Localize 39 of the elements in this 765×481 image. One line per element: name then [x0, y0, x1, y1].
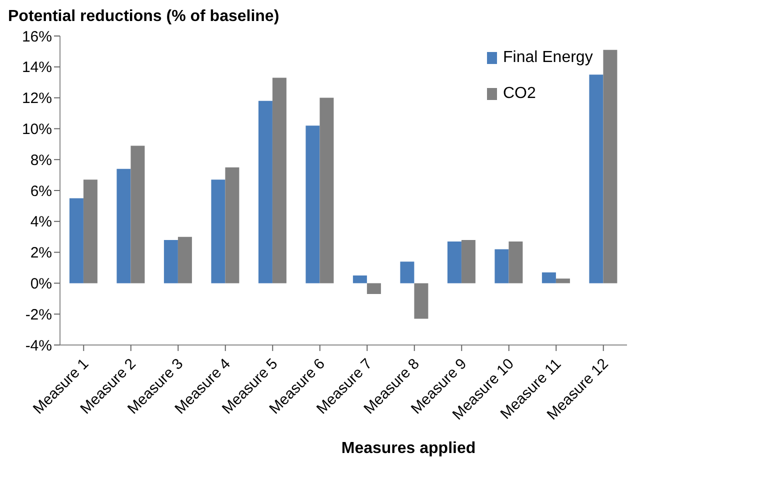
bar [83, 180, 98, 284]
bar [461, 240, 476, 284]
y-tick-label: 6% [30, 182, 52, 200]
bar [589, 74, 604, 284]
y-tick-label: 10% [22, 121, 52, 138]
legend-label: Final Energy [503, 48, 593, 68]
bar [178, 236, 192, 284]
bar [603, 50, 618, 284]
bar [272, 78, 286, 284]
bar [542, 272, 556, 284]
bar [508, 241, 523, 284]
y-tick-label: 12% [22, 90, 52, 108]
y-tick-label: 16% [22, 28, 52, 46]
y-tick-label: 4% [30, 214, 52, 231]
bar [306, 126, 320, 284]
bar [211, 180, 226, 284]
bar [447, 241, 462, 284]
bar [400, 262, 414, 284]
bar [164, 240, 178, 284]
bar [225, 167, 240, 284]
bar [69, 198, 84, 284]
legend-label: CO2 [503, 84, 536, 104]
y-tick-label: 14% [22, 59, 52, 76]
bar [258, 100, 272, 284]
y-tick-label: -2% [25, 306, 52, 324]
y-tick-label: 8% [30, 152, 52, 169]
x-axis-title: Measures applied [340, 440, 477, 458]
bar [366, 283, 381, 294]
y-tick-label: -4% [25, 337, 52, 354]
bar [320, 98, 334, 284]
bar [494, 249, 509, 284]
y-tick-label: 2% [30, 244, 52, 262]
y-tick-label: 0% [30, 276, 52, 293]
bar [414, 283, 428, 319]
bar [352, 275, 367, 284]
chart-title: Potential reductions (% of baseline) [8, 8, 280, 27]
bar [116, 168, 131, 284]
bar [130, 146, 145, 284]
bar [556, 278, 570, 284]
